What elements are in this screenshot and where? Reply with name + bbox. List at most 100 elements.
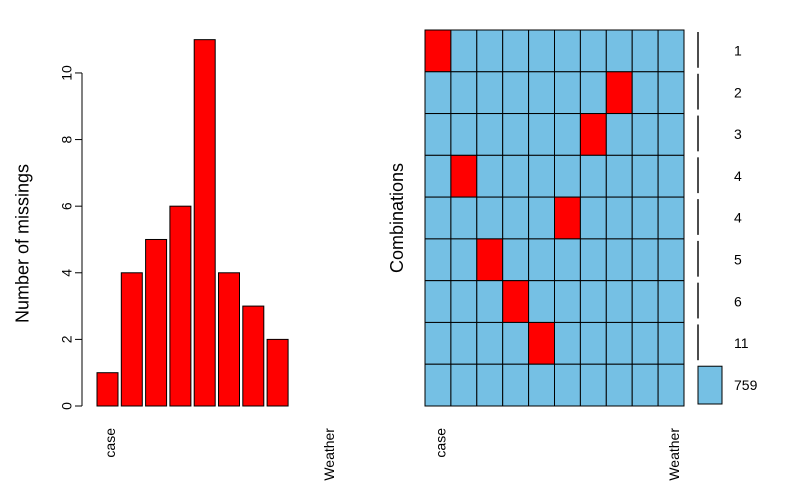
heatmap-cell-r8-c8 xyxy=(631,363,659,407)
heatmap-cell-r2-c1 xyxy=(450,113,478,156)
heatmap-cell-r2-c8 xyxy=(631,113,659,156)
combination-count-4: 4 xyxy=(734,210,742,226)
heatmap-cell-r0-c6 xyxy=(579,29,607,73)
heatmap-cell-r3-c2 xyxy=(476,154,504,198)
heatmap-cell-r6-c9 xyxy=(657,280,685,323)
y-tick-label-0: 0 xyxy=(59,402,75,410)
heatmap-cell-r7-c8 xyxy=(631,321,659,365)
heatmap-cell-r1-c2 xyxy=(476,71,504,115)
heatmap-cell-r6-c5 xyxy=(554,280,581,323)
heatmap-cell-r2-c4 xyxy=(528,113,555,156)
heatmap-cell-r5-c7 xyxy=(605,238,633,282)
heatmap-cell-r6-c6 xyxy=(579,280,607,323)
bar-4 xyxy=(193,39,216,407)
y-tick-label-3: 6 xyxy=(59,202,75,210)
heatmap-cell-r6-c1 xyxy=(450,280,478,323)
heatmap-cell-r7-c6 xyxy=(579,321,607,365)
combination-count-5: 5 xyxy=(734,251,742,267)
heatmap-cell-r8-c5 xyxy=(554,363,581,407)
heatmap-cell-r5-c2 xyxy=(476,238,504,282)
heatmap-cell-r5-c5 xyxy=(554,238,581,282)
heatmap-cell-r4-c5 xyxy=(554,196,581,240)
heatmap-cell-r4-c7 xyxy=(605,196,633,240)
heatmap-cell-r7-c3 xyxy=(502,321,530,365)
heatmap-cell-r2-c6 xyxy=(579,113,607,156)
y-axis-title: Number of missings xyxy=(13,164,33,323)
combination-count-2: 3 xyxy=(734,126,742,142)
heatmap-cell-r8-c9 xyxy=(657,363,685,407)
heatmap-cell-r2-c0 xyxy=(424,113,452,156)
heatmap-cell-r4-c6 xyxy=(579,196,607,240)
heatmap-cell-r4-c2 xyxy=(476,196,504,240)
heatmap-cell-r6-c3 xyxy=(502,280,530,323)
heatmap-cell-r8-c0 xyxy=(424,363,452,407)
heatmap-cell-r8-c6 xyxy=(579,363,607,407)
heatmap-cell-r3-c1 xyxy=(450,154,478,198)
heatmap-cell-r4-c0 xyxy=(424,196,452,240)
bar-category-label-0: case xyxy=(102,428,118,458)
heatmap-cell-r8-c4 xyxy=(528,363,555,407)
heatmap-cell-r4-c4 xyxy=(528,196,555,240)
combination-count-1: 2 xyxy=(734,84,742,100)
heatmap-cell-r0-c8 xyxy=(631,29,659,73)
heatmap-cell-r7-c1 xyxy=(450,321,478,365)
heatmap-cell-r1-c0 xyxy=(424,71,452,115)
heatmap-cell-r2-c5 xyxy=(554,113,581,156)
heatmap-cell-r6-c8 xyxy=(631,280,659,323)
heatmap-cell-r1-c5 xyxy=(554,71,581,115)
heatmap-cell-r0-c0 xyxy=(424,29,452,73)
combination-count-7: 11 xyxy=(734,335,749,351)
heatmap-cell-r0-c4 xyxy=(528,29,555,73)
bar-2 xyxy=(145,238,168,407)
y-tick-label-1: 2 xyxy=(59,335,75,343)
heatmap-cell-r6-c4 xyxy=(528,280,555,323)
heatmap-cell-r2-c7 xyxy=(605,113,633,156)
heatmap-cell-r3-c8 xyxy=(631,154,659,198)
bar-1 xyxy=(120,272,143,407)
heatmap-cell-r5-c6 xyxy=(579,238,607,282)
bar-7 xyxy=(266,338,289,407)
heatmap-cell-r8-c2 xyxy=(476,363,504,407)
heatmap-y-title: Combinations xyxy=(387,163,407,273)
y-tick-label-4: 8 xyxy=(59,135,75,143)
heatmap-cell-r7-c4 xyxy=(528,321,555,365)
heatmap-cell-r3-c5 xyxy=(554,154,581,198)
heatmap-cell-r7-c9 xyxy=(657,321,685,365)
heatmap-cell-r3-c3 xyxy=(502,154,530,198)
heatmap-cell-r1-c3 xyxy=(502,71,530,115)
heatmap-cell-r4-c3 xyxy=(502,196,530,240)
heatmap-cell-r6-c0 xyxy=(424,280,452,323)
heatmap-cell-r3-c7 xyxy=(605,154,633,198)
heatmap-cell-r4-c9 xyxy=(657,196,685,240)
heatmap-cell-r0-c7 xyxy=(605,29,633,73)
heatmap-cell-r0-c2 xyxy=(476,29,504,73)
heatmap-cell-r6-c7 xyxy=(605,280,633,323)
heatmap-cell-r1-c6 xyxy=(579,71,607,115)
heatmap-cell-r2-c3 xyxy=(502,113,530,156)
missing-counts-bar-chart: 0 2 4 6 8 10 Number of missings case Weather xyxy=(13,39,337,481)
combination-count-0: 1 xyxy=(734,43,742,59)
heatmap-cell-r7-c2 xyxy=(476,321,504,365)
heatmap-cell-r5-c0 xyxy=(424,238,452,282)
heatmap-column-label-9: Weather xyxy=(666,428,682,481)
y-tick-label-5: 10 xyxy=(59,65,75,81)
combination-count-3: 4 xyxy=(734,168,742,184)
heatmap-cell-r1-c9 xyxy=(657,71,685,115)
bar-0 xyxy=(96,372,119,407)
heatmap-cell-r8-c1 xyxy=(450,363,478,407)
heatmap-cell-r7-c7 xyxy=(605,321,633,365)
heatmap-cell-r1-c7 xyxy=(605,71,633,115)
heatmap-cell-r1-c1 xyxy=(450,71,478,115)
heatmap-cell-r3-c9 xyxy=(657,154,685,198)
heatmap-cell-r5-c8 xyxy=(631,238,659,282)
bar-category-label-9: Weather xyxy=(321,428,337,481)
bar-3 xyxy=(169,205,192,407)
heatmap-cell-r5-c3 xyxy=(502,238,530,282)
heatmap-cell-r2-c2 xyxy=(476,113,504,156)
bar-6 xyxy=(242,305,265,407)
heatmap-cell-r0-c5 xyxy=(554,29,581,73)
heatmap-cell-r8-c3 xyxy=(502,363,530,407)
heatmap-cell-r8-c7 xyxy=(605,363,633,407)
heatmap-cell-r0-c3 xyxy=(502,29,530,73)
